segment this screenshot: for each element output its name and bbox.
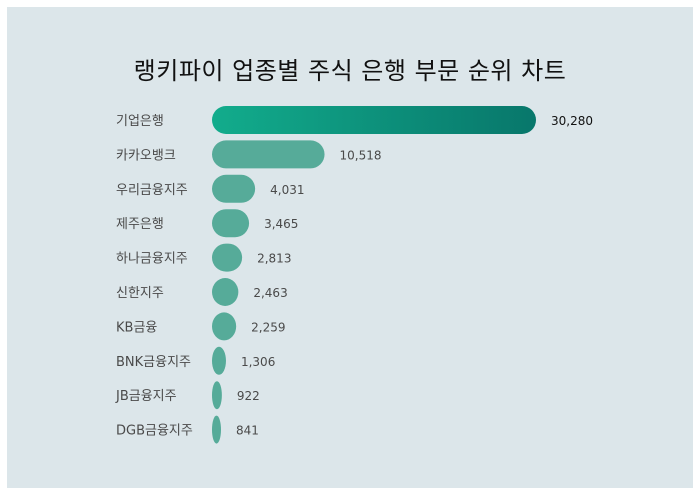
category-label: 하나금융지주	[116, 252, 188, 267]
bar-chart: 기업은행 30,280 카카오뱅크 10,518 우리금융지주 4,031 제주은행 3,46…	[115, 106, 593, 444]
category-label: 카카오뱅크	[116, 148, 176, 163]
bar	[212, 415, 221, 444]
value-label: 2,259	[251, 320, 285, 334]
category-label: 제주은행	[116, 216, 164, 232]
value-label: 2,463	[253, 286, 287, 300]
bar	[212, 174, 256, 203]
value-label: 30,280	[551, 114, 593, 128]
value-label: 3,465	[264, 217, 298, 231]
bar	[212, 381, 222, 410]
category-label: 기업은행	[116, 113, 164, 129]
bar	[212, 312, 237, 341]
bar	[212, 278, 239, 306]
bar	[212, 106, 536, 134]
chart-title: 랭키파이 업종별 주식 은행 부문 순위 차트	[133, 57, 567, 85]
value-label: 10,518	[340, 148, 382, 162]
bar	[212, 243, 243, 272]
category-label: 우리금융지주	[116, 183, 188, 198]
category-label: KB금융	[116, 320, 157, 335]
bar	[212, 140, 325, 169]
category-label: DGB금융지주	[116, 424, 193, 439]
value-label: 1,306	[241, 355, 275, 369]
value-label: 922	[237, 389, 260, 403]
category-label: JB금융지주	[115, 389, 177, 404]
value-label: 841	[236, 424, 259, 438]
value-label: 2,813	[257, 252, 291, 266]
bar	[212, 209, 250, 238]
category-label: 신한지주	[116, 286, 164, 301]
category-label: BNK금융지주	[116, 355, 191, 370]
chart-card: 랭키파이 업종별 주식 은행 부문 순위 차트 기업은행 30,280 카카오뱅크 1…	[7, 7, 693, 488]
value-label: 4,031	[270, 183, 304, 197]
bar	[212, 346, 226, 375]
